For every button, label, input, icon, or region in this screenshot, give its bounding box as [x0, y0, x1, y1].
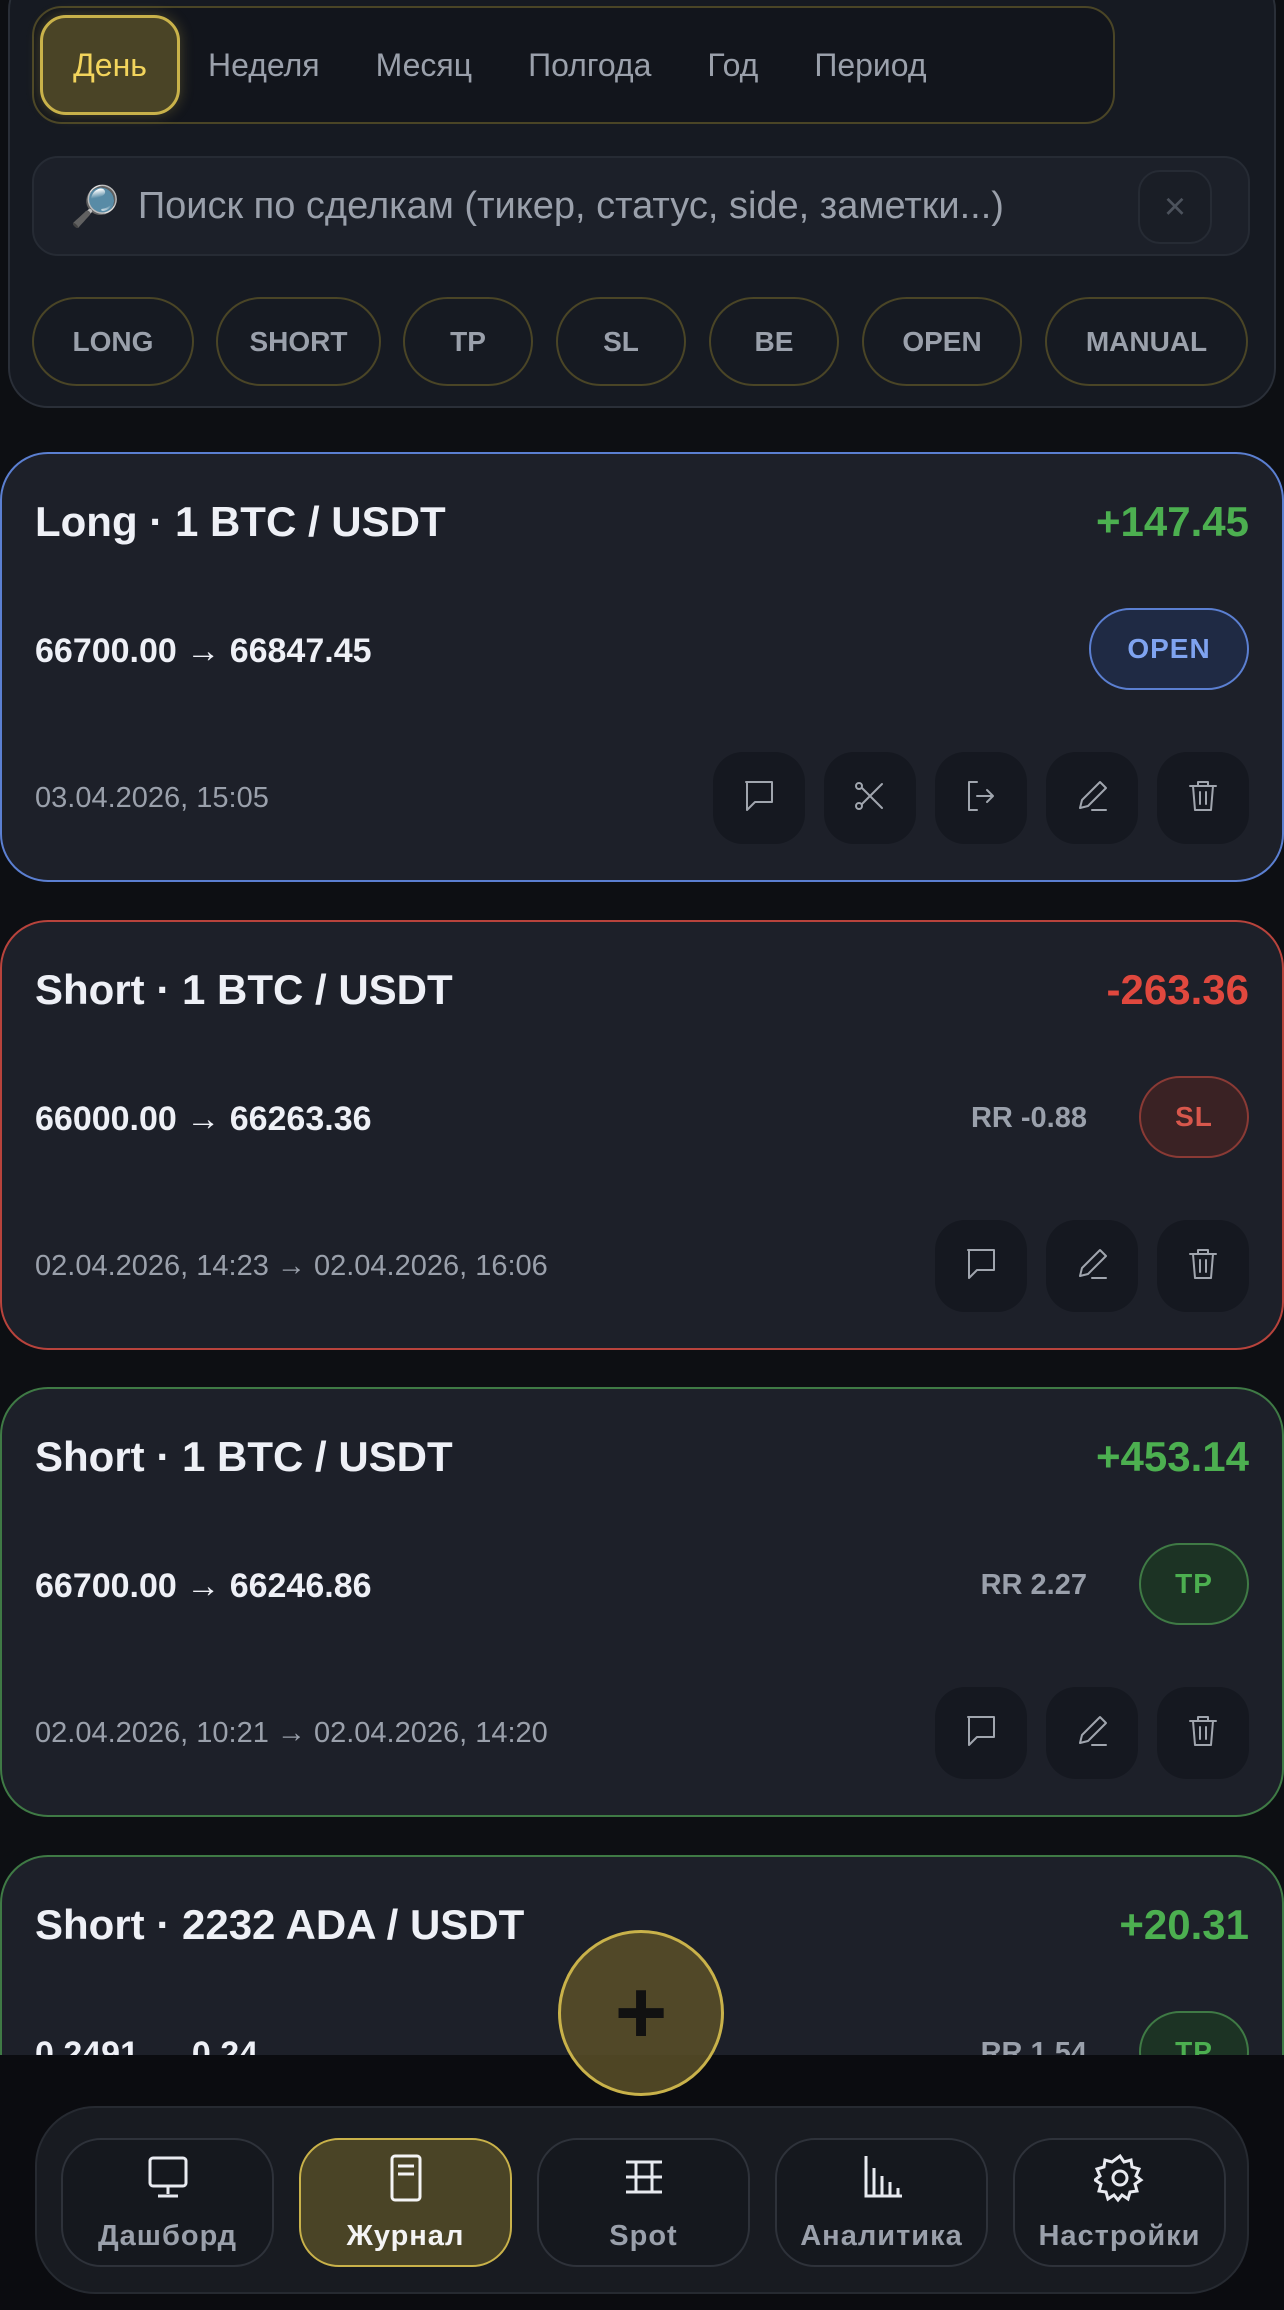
nav-monitor[interactable]: Дашборд [61, 2138, 274, 2267]
gear-icon [1091, 2152, 1146, 2212]
edit-button[interactable] [1046, 752, 1138, 844]
nav-label: Дашборд [98, 2220, 237, 2252]
trade-pnl: -263.36 [1106, 966, 1249, 1013]
search-input[interactable] [137, 184, 1138, 228]
comment-icon [737, 774, 781, 823]
nav-label: Аналитика [800, 2220, 963, 2252]
spot-icon [618, 2152, 670, 2212]
nav-label: Журнал [346, 2220, 465, 2252]
close-button[interactable] [935, 752, 1027, 844]
split-button[interactable] [824, 752, 916, 844]
tab-1[interactable]: Неделя [208, 46, 320, 83]
edit-icon [1070, 1709, 1114, 1758]
magnifier-icon: 🔎 [70, 184, 120, 229]
add-trade-button[interactable]: + [558, 1930, 724, 2096]
tab-0[interactable]: День [40, 15, 180, 115]
trade-title: Long · 1 BTC / USDT [35, 498, 446, 545]
delete-button[interactable] [1157, 752, 1249, 844]
journal-icon [380, 2152, 432, 2212]
nav-gear[interactable]: Настройки [1013, 2138, 1226, 2267]
close-icon [959, 774, 1003, 823]
edit-button[interactable] [1046, 1220, 1138, 1312]
nav-spot[interactable]: Spot [537, 2138, 750, 2267]
trade-prices: 66700.00 → 66246.86 [35, 1567, 372, 1605]
trade-prices: 66000.00 → 66263.36 [35, 1100, 372, 1138]
trade-actions [935, 1220, 1249, 1312]
comment-button[interactable] [935, 1220, 1027, 1312]
delete-button[interactable] [1157, 1220, 1249, 1312]
tab-4[interactable]: Год [707, 46, 759, 83]
delete-icon [1181, 1242, 1225, 1291]
bottom-nav: Дашборд Журнал Spot Аналитика Настройки [35, 2106, 1249, 2294]
search-bar: 🔎 × [32, 156, 1250, 256]
delete-button[interactable] [1157, 1687, 1249, 1779]
nav-label: Настройки [1038, 2220, 1201, 2252]
comment-button[interactable] [935, 1687, 1027, 1779]
comment-button[interactable] [713, 752, 805, 844]
status-badge: TP [1139, 1543, 1249, 1625]
trade-title: Short · 1 BTC / USDT [35, 966, 453, 1013]
comment-icon [959, 1242, 1003, 1291]
monitor-icon [142, 2152, 194, 2212]
filter-chip-long[interactable]: LONG [32, 297, 194, 386]
split-icon [848, 774, 892, 823]
bar-chart-icon [856, 2152, 908, 2212]
trade-rr: RR 2.27 [980, 1569, 1087, 1601]
trade-actions [935, 1687, 1249, 1779]
edit-icon [1070, 1242, 1114, 1291]
delete-icon [1181, 774, 1225, 823]
trade-pnl: +20.31 [1119, 1901, 1249, 1948]
trade-date: 03.04.2026, 15:05 [35, 782, 269, 814]
tab-2[interactable]: Месяц [375, 46, 473, 83]
trade-pnl: +453.14 [1096, 1433, 1249, 1480]
edit-icon [1070, 774, 1114, 823]
tab-5[interactable]: Период [814, 46, 927, 83]
trade-title: Short · 2232 ADA / USDT [35, 1901, 525, 1948]
nav-bar-chart[interactable]: Аналитика [775, 2138, 988, 2267]
clear-search-button[interactable]: × [1138, 170, 1212, 244]
trade-card[interactable]: Short · 1 BTC / USDT -263.36 66000.00 → 66… [0, 920, 1284, 1350]
delete-icon [1181, 1709, 1225, 1758]
trade-rr: RR -0.88 [970, 1102, 1087, 1134]
trade-date: 02.04.2026, 14:23 → 02.04.2026, 16:06 [35, 1250, 548, 1282]
nav-label: Spot [609, 2220, 678, 2252]
trade-date: 02.04.2026, 10:21 → 02.04.2026, 14:20 [35, 1717, 548, 1749]
trade-pnl: +147.45 [1096, 498, 1249, 545]
filter-chip-tp[interactable]: TP [403, 297, 533, 386]
filter-chip-manual[interactable]: MANUAL [1045, 297, 1248, 386]
trade-title: Short · 1 BTC / USDT [35, 1433, 453, 1480]
trade-card[interactable]: Long · 1 BTC / USDT +147.45 66700.00 → 668… [0, 452, 1284, 882]
filter-chip-be[interactable]: BE [709, 297, 839, 386]
period-tabs: День Неделя Месяц Полгода Год Период [32, 6, 1115, 124]
trade-actions [713, 752, 1249, 844]
nav-journal[interactable]: Журнал [299, 2138, 512, 2267]
bottom-bar: Дашборд Журнал Spot Аналитика Настройки [0, 2055, 1284, 2310]
status-badge: SL [1139, 1076, 1249, 1158]
tab-3[interactable]: Полгода [528, 46, 652, 83]
filter-chip-short[interactable]: SHORT [216, 297, 381, 386]
trade-card[interactable]: Short · 1 BTC / USDT +453.14 66700.00 → 66… [0, 1387, 1284, 1817]
status-badge: OPEN [1089, 608, 1249, 690]
comment-icon [959, 1709, 1003, 1758]
trade-prices: 66700.00 → 66847.45 [35, 632, 372, 670]
edit-button[interactable] [1046, 1687, 1138, 1779]
filter-chip-sl[interactable]: SL [556, 297, 686, 386]
filter-chip-open[interactable]: OPEN [862, 297, 1022, 386]
